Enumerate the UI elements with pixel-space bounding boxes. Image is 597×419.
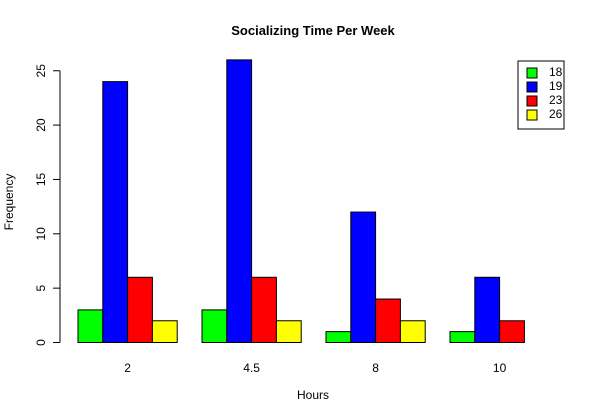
legend-label: 23 bbox=[549, 93, 563, 107]
x-tick-label: 4.5 bbox=[243, 361, 260, 375]
y-tick-label: 20 bbox=[34, 118, 48, 132]
bars-group bbox=[77, 59, 525, 344]
x-tick-label: 2 bbox=[124, 361, 131, 375]
x-tick-labels: 2 4.5 8 10 bbox=[124, 361, 506, 375]
chart-title: Socializing Time Per Week bbox=[231, 23, 395, 38]
legend-swatch bbox=[526, 109, 538, 121]
bar-8-26 bbox=[399, 320, 426, 344]
bar-2-23 bbox=[127, 276, 153, 343]
legend-swatch bbox=[526, 67, 538, 79]
y-tick-label: 0 bbox=[34, 339, 48, 346]
y-tick-label: 10 bbox=[34, 227, 48, 241]
bar-10-18 bbox=[449, 331, 476, 344]
y-tick-label: 25 bbox=[34, 64, 48, 78]
x-tick-label: 10 bbox=[493, 361, 507, 375]
legend-swatch bbox=[526, 95, 538, 107]
legend-label: 19 bbox=[549, 79, 563, 93]
bar-8-19 bbox=[350, 211, 377, 343]
y-tick-label: 15 bbox=[34, 172, 48, 186]
bar-8-23 bbox=[375, 298, 401, 343]
bar-4.5-23 bbox=[251, 276, 277, 343]
bar-4.5-18 bbox=[201, 309, 228, 344]
bar-4.5-19 bbox=[226, 59, 253, 343]
bar-2-26 bbox=[151, 320, 178, 344]
y-axis-label: Frequency bbox=[2, 174, 16, 231]
bar-10-23 bbox=[499, 320, 525, 344]
y-tick-label: 5 bbox=[34, 284, 48, 291]
bar-2-18 bbox=[77, 309, 104, 344]
legend-swatch bbox=[526, 81, 538, 93]
legend-box bbox=[517, 60, 565, 130]
bar-4.5-26 bbox=[275, 320, 302, 344]
x-axis-label: Hours bbox=[297, 388, 329, 402]
legend-label: 18 bbox=[549, 65, 563, 79]
legend-label: 26 bbox=[549, 107, 563, 121]
bar-10-19 bbox=[474, 276, 501, 343]
y-axis: 0 5 10 15 20 25 bbox=[34, 64, 61, 346]
bar-2-19 bbox=[102, 81, 129, 344]
x-tick-label: 8 bbox=[372, 361, 379, 375]
bar-8-18 bbox=[325, 331, 352, 344]
